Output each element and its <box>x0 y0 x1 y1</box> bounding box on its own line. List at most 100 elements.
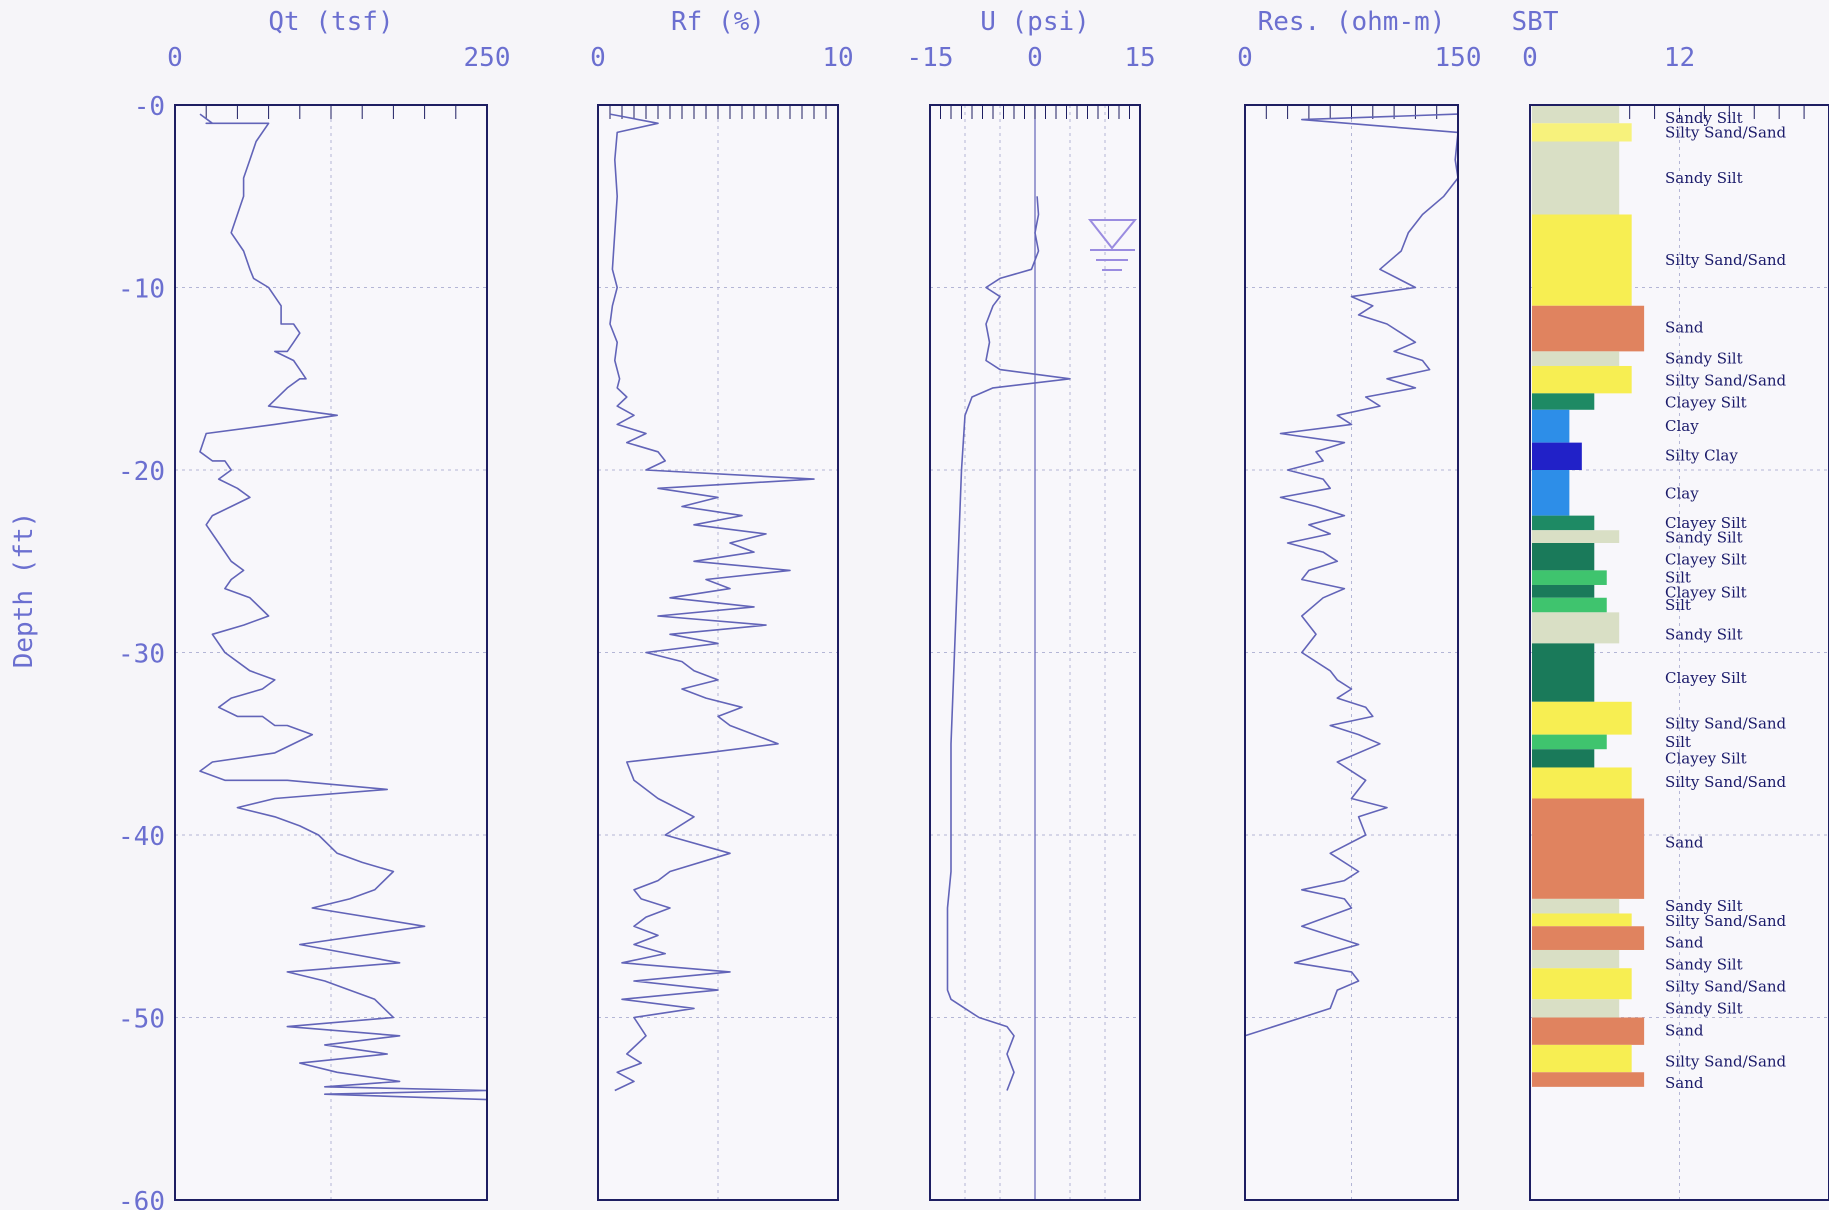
panel-frame <box>1244 104 1459 1201</box>
sbt-layer-bar <box>1532 105 1620 124</box>
sbt-layer-label: Sandy Silt <box>1665 956 1743 974</box>
grid-lines <box>175 105 487 1200</box>
sbt-layer-bar <box>1532 1017 1645 1045</box>
depth-tick-label: -10 <box>118 275 165 305</box>
sbt-layer-label: Silty Sand/Sand <box>1665 977 1787 995</box>
sbt-layer-bar <box>1532 365 1632 394</box>
top-minor-ticks <box>174 105 488 119</box>
sbt-layer-label: Sandy Silt <box>1665 625 1743 643</box>
sbt-layer-label: Silty Clay <box>1665 446 1738 464</box>
x-tick-label: 0 <box>167 43 183 73</box>
sbt-layer-label: Sandy Silt <box>1665 999 1743 1017</box>
sbt-layer-bar <box>1532 926 1645 950</box>
panel-frame <box>174 104 488 1201</box>
grid-lines <box>930 105 1140 1200</box>
panel-frame <box>929 104 1141 1201</box>
sbt-layer-bar <box>1532 351 1620 366</box>
x-tick-label: 12 <box>1664 43 1695 73</box>
panel-title: Rf (%) <box>671 7 765 37</box>
panel-1: Rf (%) 0 10 <box>590 7 854 1201</box>
sbt-layer-bar <box>1532 305 1645 352</box>
trace-line <box>609 113 815 1092</box>
sbt-layer-label: Silt <box>1665 733 1691 751</box>
sbt-layer-label: Sandy Silt <box>1665 350 1743 368</box>
sbt-layer-label: Sandy Silt <box>1665 529 1743 547</box>
x-tick-label: 250 <box>464 43 511 73</box>
sbt-layer-label: Clayey Silt <box>1665 514 1747 532</box>
panel-2: U (psi) -15 0 15 <box>907 7 1156 1201</box>
sbt-layer-label: Clay <box>1665 485 1699 503</box>
depth-tick-label: -50 <box>118 1005 165 1035</box>
sbt-layer-label: Clayey Silt <box>1665 393 1747 411</box>
trace-line <box>199 113 488 1101</box>
sbt-layer-label: Silt <box>1665 569 1691 587</box>
sbt-layer-label: Clayey Silt <box>1665 550 1747 568</box>
sbt-layer-bar <box>1532 570 1607 585</box>
sbt-layer-label: Clay <box>1665 417 1699 435</box>
sbt-layer-bar <box>1532 968 1632 1000</box>
panel-3: Res. (ohm-m)0 150 <box>1237 7 1482 1201</box>
grid-lines <box>1245 105 1458 1200</box>
sbt-layer-label: Silty Sand/Sand <box>1665 251 1787 269</box>
sbt-layer-bar <box>1532 543 1595 571</box>
sbt-layer-label: Clayey Silt <box>1665 669 1747 687</box>
sbt-layer-label: Sand <box>1665 319 1704 337</box>
sbt-layer-bar <box>1532 584 1595 598</box>
sbt-layer-label: Sand <box>1665 934 1704 952</box>
sbt-layer-bar <box>1532 123 1632 142</box>
sbt-layer-bar <box>1532 442 1582 470</box>
x-tick-label: 0 <box>1237 43 1253 73</box>
x-tick-label: 0 <box>590 43 606 73</box>
x-tick-label: 0 <box>1522 43 1538 73</box>
sbt-layer-bar <box>1532 749 1595 768</box>
sbt-layer-label: Clayey Silt <box>1665 749 1747 767</box>
x-tick-label: 150 <box>1435 43 1482 73</box>
sbt-layer-bar <box>1532 515 1595 531</box>
top-minor-ticks <box>929 105 1141 119</box>
sbt-layer-bar <box>1532 643 1595 702</box>
panel-title: Qt (tsf) <box>268 7 393 37</box>
depth-tick-label: -30 <box>118 640 165 670</box>
chart-panels: Qt (tsf) 0 250 Rf (%) 0 10 U (psi) -15 0 15 Res. (… <box>167 7 1829 1201</box>
water-table-icon <box>1087 219 1138 271</box>
sbt-layer-label: Silty Sand/Sand <box>1665 123 1787 141</box>
depth-tick-labels: -0 -10 -20 -30 -40 -50 -60 <box>118 92 165 1210</box>
grid-lines <box>598 105 838 1200</box>
depth-tick-label: -20 <box>118 457 165 487</box>
panel-title: U (psi) <box>980 7 1090 37</box>
sbt-layer-bar <box>1532 1044 1632 1073</box>
sbt-layer-label: Sand <box>1665 833 1704 851</box>
sbt-layer-label: Clayey Silt <box>1665 583 1747 601</box>
sbt-layer-label: Sand <box>1665 1074 1704 1092</box>
panel-title: Res. (ohm-m) <box>1258 7 1446 37</box>
x-tick-label: 0 <box>1027 43 1043 73</box>
sbt-layer-bar <box>1532 913 1632 927</box>
panel-frame <box>597 104 839 1201</box>
depth-axis-label: Depth (ft) <box>9 512 39 669</box>
sbt-layer-label: Silty Sand/Sand <box>1665 912 1787 930</box>
x-tick-label: 15 <box>1124 43 1155 73</box>
sbt-layer-bar <box>1532 701 1632 735</box>
sbt-layer-bar <box>1532 409 1570 443</box>
sbt-layer-bar <box>1532 949 1620 969</box>
sbt-layer-label: Silty Sand/Sand <box>1665 372 1787 390</box>
sbt-layer-label: Sand <box>1665 1021 1704 1039</box>
sbt-layer-bar <box>1532 898 1620 914</box>
sbt-layer-label: Silty Sand/Sand <box>1665 715 1787 733</box>
panel-frame <box>1529 104 1829 1201</box>
depth-tick-label: -0 <box>134 92 165 122</box>
sbt-layer-bar <box>1532 530 1620 543</box>
x-tick-label: -15 <box>907 43 954 73</box>
x-tick-label: 10 <box>822 43 853 73</box>
sbt-layer-label: Silt <box>1665 596 1691 614</box>
sbt-layer-bar <box>1532 597 1607 613</box>
trace-line <box>1244 113 1459 1037</box>
sbt-layer-bar <box>1532 999 1620 1018</box>
sbt-layer-bar <box>1532 1072 1645 1087</box>
panel-title: SBT <box>1512 7 1559 37</box>
trace-line <box>946 196 1071 1091</box>
sbt-layer-bar <box>1532 141 1620 215</box>
top-minor-ticks <box>597 105 839 119</box>
depth-tick-label: -60 <box>118 1187 165 1210</box>
sbt-layer-label: Sandy Silt <box>1665 169 1743 187</box>
